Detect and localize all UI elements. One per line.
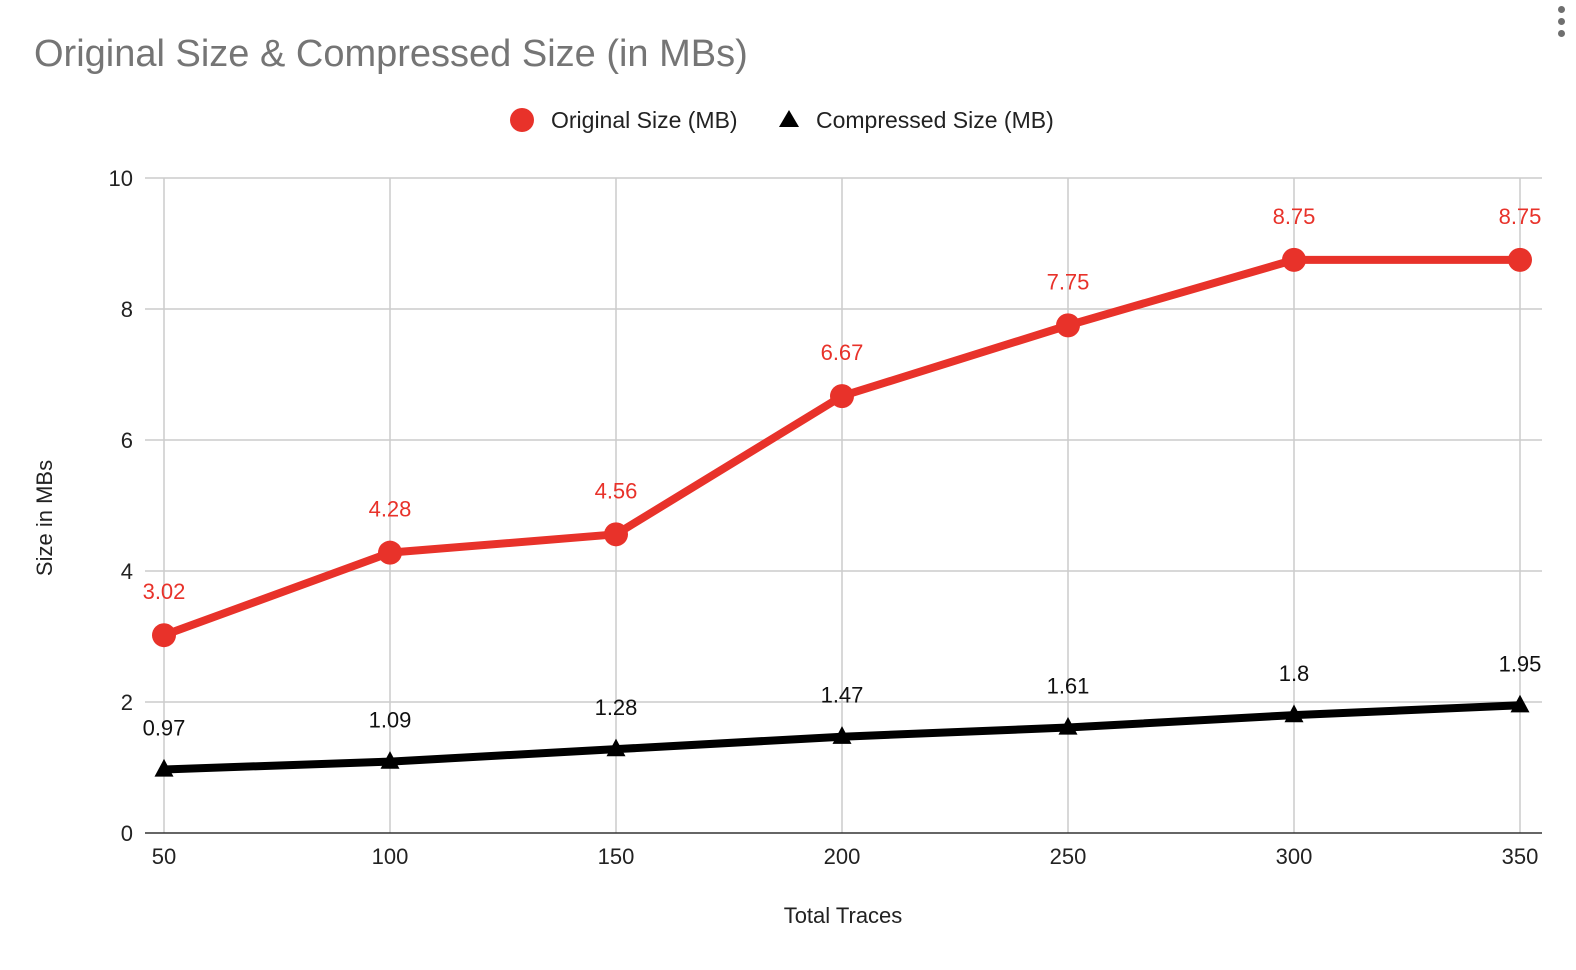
data-point[interactable] <box>832 726 852 744</box>
x-tick-label: 300 <box>1276 844 1313 869</box>
legend-item-compressed-size[interactable]: Compressed Size (MB) <box>779 107 1054 133</box>
data-point[interactable] <box>378 540 402 565</box>
gridlines <box>145 177 1542 834</box>
legend-triangle-icon <box>779 110 799 127</box>
x-axis-tick-labels: 50 100 150 200 250 300 350 <box>152 844 1539 869</box>
y-tick-label: 4 <box>121 559 133 584</box>
data-point[interactable] <box>380 751 400 769</box>
data-label: 1.47 <box>821 683 864 708</box>
data-label: 1.09 <box>369 708 412 733</box>
data-point[interactable] <box>1058 717 1078 735</box>
data-label: 4.28 <box>369 497 412 522</box>
data-point[interactable] <box>604 522 628 547</box>
data-label: 4.56 <box>595 478 638 503</box>
x-tick-label: 50 <box>152 844 176 869</box>
legend-label: Compressed Size (MB) <box>816 107 1054 133</box>
legend[interactable]: Original Size (MB) Compressed Size (MB) <box>510 107 1054 133</box>
data-point[interactable] <box>1282 247 1306 272</box>
y-axis-tick-labels: 0 2 4 6 8 10 <box>109 166 133 846</box>
data-label: 8.75 <box>1499 204 1542 229</box>
data-label: 6.67 <box>821 340 864 365</box>
x-tick-label: 100 <box>372 844 409 869</box>
series-compressed-size <box>154 694 1530 777</box>
x-tick-label: 150 <box>598 844 635 869</box>
menu-dot <box>1558 18 1565 25</box>
data-point[interactable] <box>1508 247 1532 272</box>
data-label: 1.8 <box>1279 661 1310 686</box>
menu-dot <box>1558 30 1565 37</box>
data-point[interactable] <box>830 384 854 409</box>
x-tick-label: 350 <box>1502 844 1539 869</box>
data-label: 8.75 <box>1273 204 1316 229</box>
x-tick-label: 200 <box>824 844 861 869</box>
more-vert-icon[interactable] <box>1558 6 1568 42</box>
legend-circle-icon <box>510 108 534 132</box>
data-label: 7.75 <box>1047 269 1090 294</box>
y-tick-label: 8 <box>121 297 133 322</box>
series-layer <box>152 247 1532 777</box>
series-original-size <box>152 247 1532 648</box>
data-label: 1.28 <box>595 695 638 720</box>
y-tick-label: 6 <box>121 428 133 453</box>
data-point[interactable] <box>154 758 174 777</box>
data-point[interactable] <box>1056 313 1080 338</box>
data-point[interactable] <box>152 623 176 648</box>
data-point[interactable] <box>1510 694 1530 713</box>
data-label: 3.02 <box>143 579 186 604</box>
x-tick-label: 250 <box>1050 844 1087 869</box>
y-tick-label: 10 <box>109 166 133 191</box>
x-axis-title: Total Traces <box>784 903 903 928</box>
legend-label: Original Size (MB) <box>551 107 738 133</box>
menu-dot <box>1558 6 1565 13</box>
data-label: 0.97 <box>143 715 186 740</box>
data-label: 1.95 <box>1499 651 1542 676</box>
data-labels: 3.02 4.28 4.56 6.67 7.75 8.75 8.75 0.97 1.09 1.28… <box>143 204 1542 741</box>
data-point[interactable] <box>606 738 626 757</box>
legend-item-original-size[interactable]: Original Size (MB) <box>510 107 738 133</box>
y-tick-label: 0 <box>121 821 133 846</box>
chart-title: Original Size & Compressed Size (in MBs) <box>34 33 748 75</box>
data-point[interactable] <box>1284 704 1304 723</box>
y-tick-label: 2 <box>121 690 133 715</box>
y-axis-title: Size in MBs <box>32 460 57 576</box>
data-label: 1.61 <box>1047 674 1090 699</box>
